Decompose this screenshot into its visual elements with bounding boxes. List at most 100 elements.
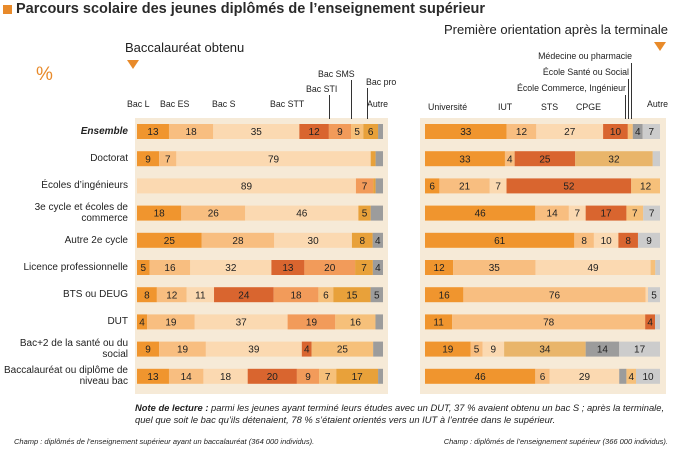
left-bar-row-1-bac-pro [370,151,376,167]
right-bar-row-2-cpge [506,178,632,194]
right-bar-row-5-autre [655,260,660,275]
left-bar-row-9-bac-pro [336,368,379,384]
right-bar-row-9-sts [549,368,620,384]
right-value-label-row-5: 12 [434,263,446,274]
left-value-label-row-7: 19 [306,318,318,329]
right-value-label-row-3: 46 [475,209,487,220]
right-bar-row-3-ecole-commerce-ingenieur [626,205,644,221]
left-value-label-row-2: 7 [362,182,368,193]
right-value-label-row-1: 25 [539,154,551,165]
left-value-label-row-4: 8 [359,236,365,247]
right-bar-row-6-iut [463,287,646,303]
left-value-label-row-9: 13 [147,372,159,383]
row-label-licence-professionnelle: Licence professionnelle [23,262,128,273]
right-bar-row-0-ecole-commerce-ingenieur [627,124,633,139]
left-value-label-row-9: 20 [267,372,279,383]
left-bar-row-4-bac-l [137,232,202,248]
left-value-label-row-5: 20 [324,263,336,274]
right-value-label-row-2: 52 [563,182,575,193]
left-bar-row-5-bac-l [137,260,150,275]
right-value-label-row-7: 11 [433,318,444,329]
right-value-label-row-6: 5 [651,290,657,301]
right-value-label-row-1: 4 [507,154,513,165]
right-bar-row-2-iut [439,178,490,194]
right-value-label-row-9: 29 [579,372,591,383]
legend-leader-line [631,63,632,119]
left-bar-row-9-autre [378,368,383,384]
left-bar-row-1-bac-es [159,151,177,167]
right-bar-row-9-iut [535,368,550,384]
left-bar-row-0-bac-es [168,124,214,139]
row-label-3e-cycle-et-ecoles-de-commerce: 3e cycle et écoles de commerce [34,202,128,225]
right-bar-row-8-ecole-sante-ou-social [504,341,586,357]
left-bar-row-7-bac-l [137,314,148,330]
left-bar-row-7-bac-sms [335,314,376,330]
left-subtitle: Baccalauréat obtenu [125,40,245,55]
right-value-label-row-8: 5 [474,345,480,356]
right-bar-row-9-medecine-ou-pharmacie [619,368,627,384]
legend-leader-line [367,88,368,119]
right-bar-row-5-sts [535,260,651,275]
left-value-label-row-6: 18 [290,290,302,301]
right-bar-row-0-medecine-ou-pharmacie [632,124,643,139]
left-value-label-row-5: 13 [282,263,294,274]
left-value-label-row-5: 16 [164,263,176,274]
right-value-label-row-7: 78 [543,318,555,329]
right-value-label-row-4: 10 [601,236,613,247]
left-bar-row-6-bac-es [156,287,187,303]
right-bar-row-5-iut [453,260,536,275]
title-marker-icon [3,5,12,14]
left-bar-row-5-bac-stt [271,260,305,275]
legend-sts: STS [541,102,559,112]
figure-title: Parcours scolaire des jeunes diplômés de… [16,1,486,17]
right-bar-row-8-medecine-ou-pharmacie [585,341,620,357]
left-value-label-row-5: 7 [361,263,367,274]
row-label-bts-ou-deug: BTS ou DEUG [62,289,128,301]
left-bar-row-9-bac-sti [296,368,320,384]
left-value-label-row-3: 5 [362,209,368,220]
left-bar-row-8-bac-l [137,341,160,357]
legend-iut: IUT [498,102,513,112]
left-value-label-row-3: 18 [154,209,166,220]
right-scope-note: Champ : diplômés de l’enseignement supér… [443,437,668,446]
right-bar-row-8-universite [425,341,471,357]
right-bar-row-8-iut [470,341,483,357]
right-value-label-row-8: 9 [491,345,497,356]
left-value-label-row-6: 8 [144,290,150,301]
right-bar-row-3-sts [568,205,586,221]
left-value-label-row-0: 18 [186,127,198,138]
left-value-label-row-9: 7 [325,372,331,383]
left-value-label-row-0: 13 [147,127,159,138]
right-value-label-row-2: 7 [495,182,501,193]
right-bar-row-6-autre [648,287,660,303]
unit-label: % [36,64,53,85]
left-value-label-row-4: 4 [375,236,381,247]
left-bar-row-7-autre [375,314,383,330]
right-bar-row-6-sts [645,287,649,303]
right-bar-row-1-ecole-sante-ou-social [575,151,653,167]
left-bar-row-9-bac-sms [319,368,337,384]
left-bar-row-8-bac-sms [311,341,374,357]
left-bar-row-5-autre [372,260,383,275]
left-bar-row-6-bac-pro [333,287,371,303]
left-value-label-row-7: 16 [350,318,362,329]
right-value-label-row-2: 12 [640,182,652,193]
left-bar-row-4-bac-s [274,232,352,248]
left-bar-row-2-bac-s [137,178,356,194]
left-value-label-row-4: 25 [164,236,176,247]
left-value-label-row-0: 9 [337,127,343,138]
right-bar-row-8-sts [482,341,505,357]
right-bar-row-2-ecole-commerce-ingenieur [631,178,660,194]
right-value-label-row-4: 8 [625,236,631,247]
right-bar-row-4-iut [574,232,594,248]
left-bar-row-5-bac-sti [304,260,356,275]
right-value-label-row-9: 46 [475,372,487,383]
right-value-label-row-1: 32 [608,154,620,165]
note-label: Note de lecture : [135,402,209,413]
left-value-label-row-5: 5 [141,263,147,274]
left-bar-row-8-autre [373,341,383,357]
right-bar-row-0-iut [506,124,537,139]
legend-bac-s: Bac S [212,99,236,109]
legend-bac-es: Bac ES [160,99,190,109]
right-bar-row-4-sts [593,232,619,248]
